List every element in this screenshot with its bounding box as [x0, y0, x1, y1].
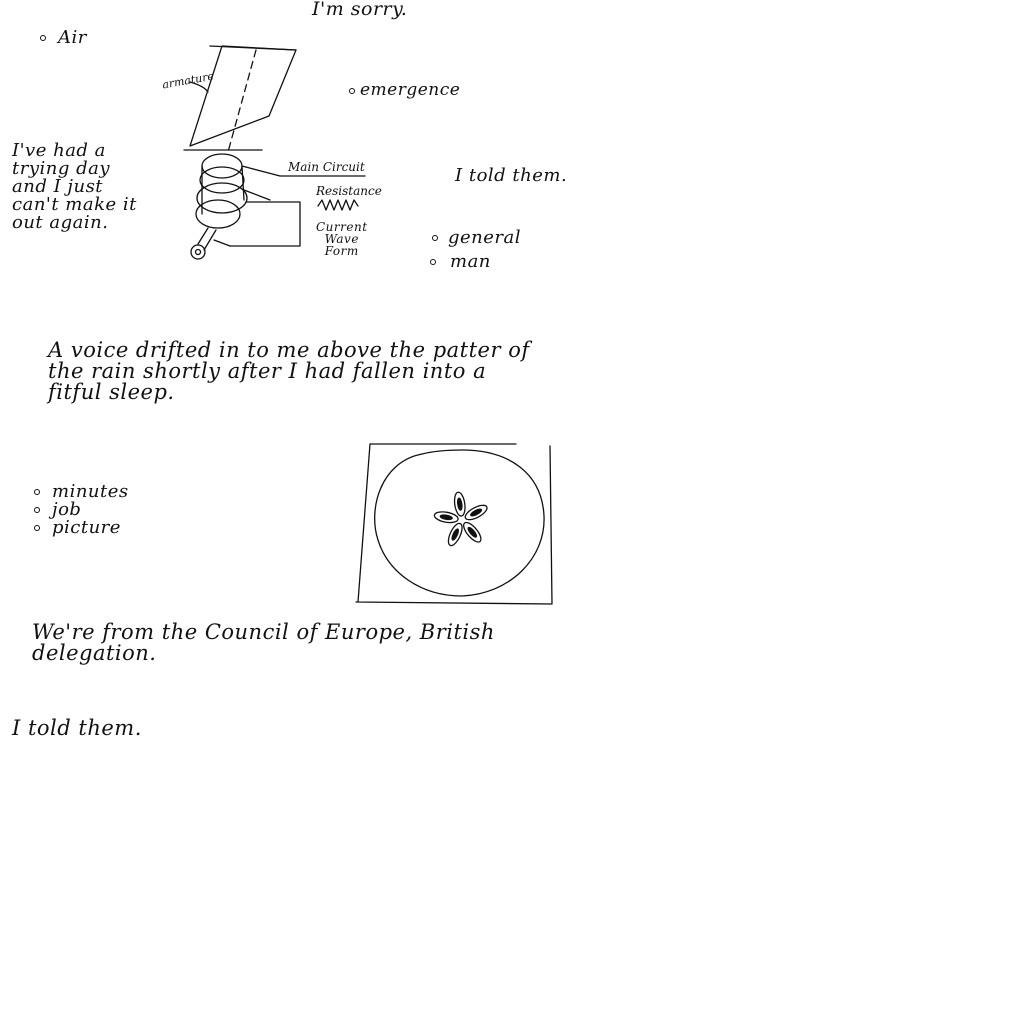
paragraph-line: fitful sleep. — [48, 380, 175, 404]
emergence-note: emergence — [349, 82, 460, 99]
council-line: We're from the Council of Europe, Britis… — [32, 620, 495, 644]
told-them-right: I told them. — [455, 165, 568, 186]
general-note: general — [432, 229, 521, 247]
current-loop — [229, 201, 301, 247]
air-label: Air — [58, 27, 87, 48]
paragraph-line: the rain shortly after I had fallen into… — [48, 359, 487, 383]
armature-axis — [227, 49, 257, 153]
bullet-dot — [34, 525, 40, 531]
resistance-lead — [243, 189, 271, 201]
armature-pointer — [189, 81, 209, 93]
trying-day-line: and I just — [12, 176, 104, 197]
bullet-dot — [34, 489, 40, 495]
list-item: picture — [34, 519, 129, 537]
voice-paragraph: A voice drifted in to me above the patte… — [48, 340, 530, 403]
current-wave-form-line: Wave — [324, 232, 359, 246]
current-wave-form-line: Current — [316, 220, 368, 234]
main-circuit-lead — [241, 165, 281, 177]
list-item: job — [34, 501, 129, 519]
council-note: We're from the Council of Europe, Britis… — [32, 622, 495, 664]
council-line: delegation. — [32, 641, 157, 665]
trying-day-note: I've had a trying day and I just can't m… — [12, 142, 137, 232]
armature-circuit-diagram — [183, 45, 366, 260]
general-label: general — [448, 227, 522, 248]
main-circuit-label: Main Circuit — [288, 160, 365, 174]
air-note: Air — [40, 29, 87, 47]
apple-seeds — [433, 491, 488, 547]
bullet-dot — [430, 259, 436, 265]
emergence-label: emergence — [360, 80, 461, 100]
trying-day-line: trying day — [12, 158, 111, 179]
man-note: man — [430, 253, 491, 271]
trying-day-line: I've had a — [12, 140, 106, 161]
current-wave-form-line: Form — [324, 244, 359, 258]
sketch-frame — [355, 443, 553, 605]
bullet-dot — [349, 87, 355, 94]
told-them-bottom: I told them. — [12, 716, 142, 740]
armature-plate-top — [209, 45, 297, 51]
apple-outline — [374, 449, 545, 597]
bullet-dot — [34, 507, 40, 513]
paragraph-line: A voice drifted in to me above the patte… — [48, 338, 530, 362]
apple-cross-section-sketch — [355, 443, 553, 605]
current-wave-form-label: Current Wave Form — [316, 221, 368, 257]
man-label: man — [450, 251, 491, 272]
resistance-zigzag — [317, 199, 359, 211]
trying-day-line: out again. — [12, 212, 109, 233]
bullet-dot — [40, 35, 46, 41]
list-item: minutes — [34, 483, 129, 501]
trying-day-line: can't make it — [12, 194, 137, 215]
sorry-text: I'm sorry. — [312, 0, 408, 20]
word-list: minutes job picture — [34, 483, 129, 537]
resistance-label: Resistance — [316, 184, 382, 198]
bullet-dot — [432, 235, 438, 241]
